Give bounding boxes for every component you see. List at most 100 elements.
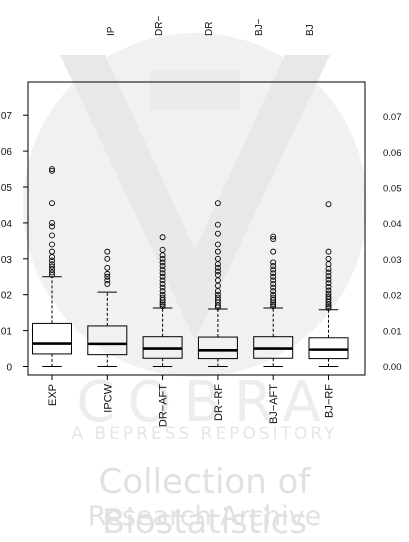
outlier-point	[159, 246, 166, 253]
outlier-point	[214, 268, 221, 275]
outlier-point	[104, 255, 111, 262]
right-axis-tick-label: 0.05	[383, 184, 402, 195]
outlier-point	[270, 270, 277, 277]
outlier-point	[49, 219, 55, 226]
outlier-point	[159, 263, 166, 269]
outlier-point	[270, 273, 277, 280]
left-axis-tick-label: 0.04	[0, 219, 12, 230]
left-axis-tick-label: 0	[6, 363, 12, 374]
outlier-point	[214, 230, 221, 237]
iqr-box	[87, 325, 128, 356]
outlier-point	[159, 301, 166, 308]
watermark-bepress: A BEPRESS REPOSITORY	[71, 424, 338, 444]
outlier-point	[159, 294, 166, 301]
outlier-point	[214, 241, 221, 248]
box-5	[253, 233, 294, 367]
outlier-point	[49, 166, 55, 173]
watermark-subtitle: Research Archive	[87, 501, 322, 532]
outlier-point	[159, 277, 166, 284]
outlier-point	[270, 259, 277, 266]
outlier-point	[270, 263, 277, 269]
top-partial-panel: IP DR− DR BJ− BJ	[106, 16, 316, 36]
outlier-point	[159, 255, 166, 262]
right-axis-tick-label: 0.00	[383, 362, 402, 373]
outlier-point	[159, 303, 166, 310]
outlier-point	[325, 290, 332, 297]
top-panel-tick-label: IP	[106, 26, 117, 36]
left-axis-tick-label: 0.03	[0, 255, 12, 266]
outlier-point	[104, 248, 111, 255]
outlier-point	[325, 280, 332, 287]
outlier-point	[214, 200, 221, 207]
watermark-logo-bar	[150, 70, 240, 110]
outlier-point	[270, 288, 277, 295]
left-axis-tick-label: 0.02	[0, 291, 12, 302]
outlier-point	[270, 266, 277, 273]
box-4	[197, 200, 238, 367]
outlier-point	[159, 288, 166, 295]
watermark-cobra: COBRA	[76, 370, 333, 435]
right-axis-tick-label: 0.03	[383, 255, 402, 266]
outlier-point	[49, 167, 55, 174]
right-axis-tick-label: 0.06	[383, 148, 402, 159]
outlier-point	[214, 264, 221, 271]
iqr-box	[308, 337, 349, 360]
outlier-point	[270, 294, 277, 301]
outlier-point	[49, 241, 55, 248]
right-panel-y-axis: 0.00 0.01 0.02 0.03 0.04 0.05 0.06 0.07	[383, 112, 402, 373]
left-axis-tick-label: 0.06	[0, 147, 12, 158]
outlier-point	[49, 232, 55, 239]
right-axis-tick-label: 0.04	[383, 219, 402, 230]
outlier-point	[49, 261, 55, 268]
right-axis-tick-label: 0.01	[383, 326, 402, 337]
outlier-point	[49, 263, 55, 270]
outlier-point	[214, 255, 221, 262]
outlier-point	[325, 248, 332, 255]
outlier-point	[270, 277, 277, 284]
outlier-point	[214, 294, 221, 301]
x-axis-tick-label: IPCW	[102, 383, 114, 412]
outlier-point	[49, 200, 55, 207]
outlier-point	[270, 303, 277, 310]
outlier-point	[159, 270, 166, 277]
outlier-point	[325, 305, 332, 311]
x-axis-tick-label: DR−AFT	[158, 384, 170, 427]
x-axis-tick-label: BJ−AFT	[268, 384, 280, 424]
outlier-point	[159, 266, 166, 273]
watermark-title: Collection of Biostatistics	[98, 462, 311, 542]
outlier-point	[325, 287, 332, 294]
iqr-box	[197, 336, 238, 360]
plot-frame	[27, 81, 366, 376]
outlier-point	[214, 221, 221, 228]
outlier-point	[270, 233, 277, 240]
outlier-point	[104, 273, 111, 280]
left-axis-tick-label: 0.01	[0, 327, 12, 338]
outlier-point	[270, 284, 277, 291]
x-axis-tick-label: BJ−RF	[324, 384, 336, 418]
outlier-point	[325, 269, 332, 276]
right-axis-tick-label: 0.02	[383, 291, 402, 302]
outlier-point	[270, 291, 277, 298]
outlier-point	[325, 201, 332, 208]
outlier-point	[270, 236, 277, 243]
outlier-point	[270, 248, 277, 255]
outlier-point	[49, 269, 55, 276]
outlier-point	[159, 273, 166, 280]
outlier-point	[159, 291, 166, 298]
left-axis-tick-label: 0.05	[0, 183, 12, 194]
right-axis-tick-label: 0.07	[383, 112, 402, 123]
outlier-point	[159, 259, 166, 266]
outlier-point	[49, 257, 55, 264]
x-axis-tick-label: DR−RF	[213, 384, 225, 421]
outlier-point	[104, 270, 111, 277]
box-3	[142, 234, 183, 367]
outlier-point	[214, 291, 221, 298]
top-panel-tick-label: DR	[204, 22, 215, 36]
outlier-point	[159, 284, 166, 291]
outlier-point	[325, 276, 332, 283]
outlier-point	[325, 283, 332, 290]
outlier-point	[325, 303, 332, 310]
top-panel-tick-label: BJ	[305, 24, 316, 36]
